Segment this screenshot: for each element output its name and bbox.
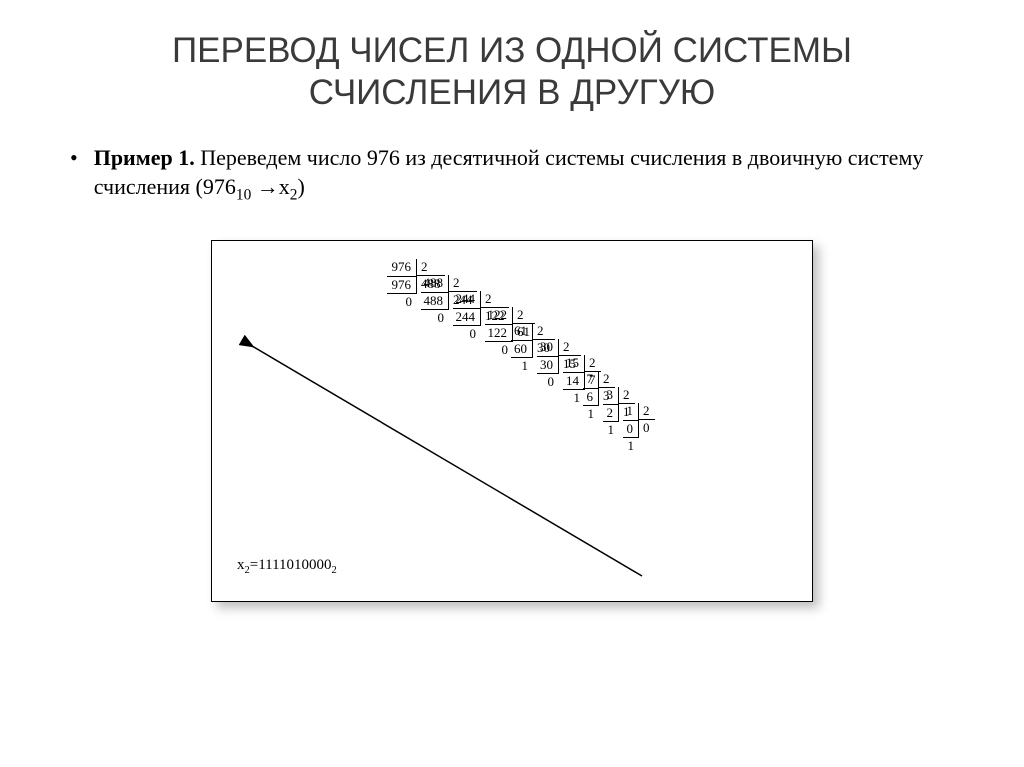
arrow-svg bbox=[212, 241, 812, 601]
slide: ПЕРЕВОД ЧИСЕЛ ИЗ ОДНОЙ СИСТЕМЫ СЧИСЛЕНИЯ… bbox=[0, 0, 1024, 767]
division-step: 12001 bbox=[623, 403, 655, 454]
division-figure: 9762976488048824882440244224412201222122… bbox=[211, 240, 813, 602]
result-sub2: 2 bbox=[332, 565, 337, 576]
result-prefix: x bbox=[237, 557, 245, 573]
page-title: ПЕРЕВОД ЧИСЕЛ ИЗ ОДНОЙ СИСТЕМЫ СЧИСЛЕНИЯ… bbox=[60, 30, 964, 114]
example-text: Пример 1. Переведем число 976 из десятич… bbox=[94, 144, 964, 205]
base-from-sub: 10 bbox=[236, 186, 251, 203]
title-line-2: СЧИСЛЕНИЯ В ДРУГУЮ bbox=[309, 73, 716, 112]
bullet-dot-icon: • bbox=[70, 144, 78, 173]
arrow-text: →х bbox=[251, 174, 290, 199]
title-line-1: ПЕРЕВОД ЧИСЕЛ ИЗ ОДНОЙ СИСТЕМЫ bbox=[172, 31, 852, 70]
example-label: Пример 1. bbox=[94, 145, 195, 170]
example-bullet: • Пример 1. Переведем число 976 из десят… bbox=[60, 144, 964, 205]
close-paren: ) bbox=[297, 174, 304, 199]
example-body: Переведем число 976 из десятичной систем… bbox=[94, 145, 924, 199]
result-eq: =1111010000 bbox=[250, 557, 332, 573]
result-line: x2=11110100002 bbox=[237, 557, 337, 576]
